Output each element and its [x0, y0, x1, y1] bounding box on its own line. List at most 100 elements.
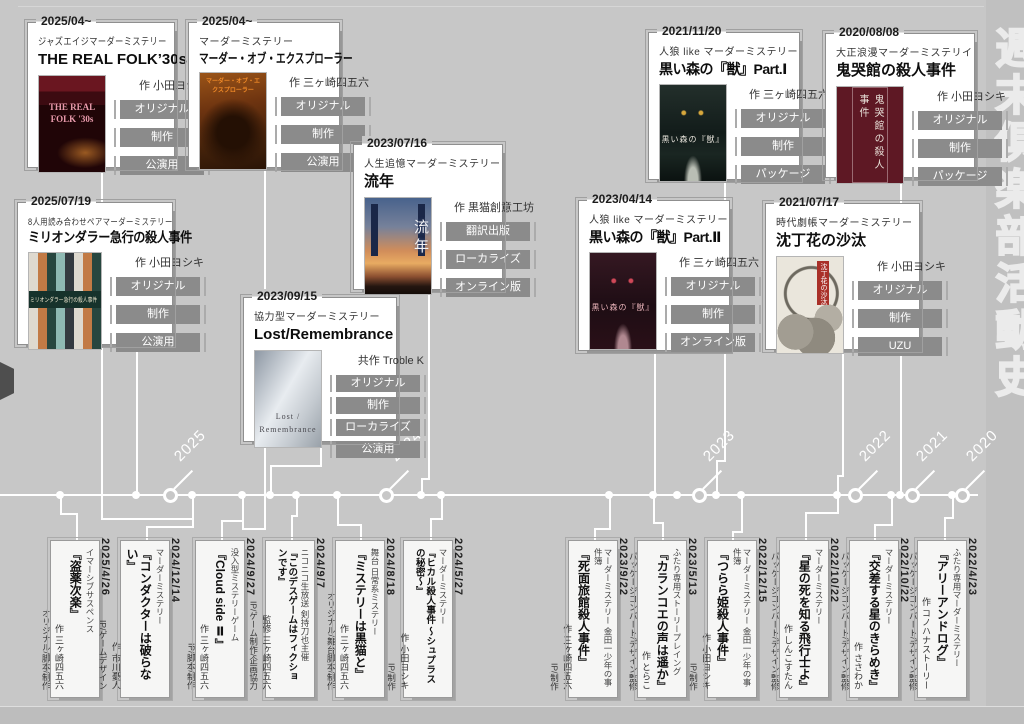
year-label: 2022	[855, 426, 895, 465]
connector-line	[741, 495, 743, 533]
tag: 公演用	[114, 155, 210, 175]
work-card-jinchoge: 2021/07/17 時代劇帳マーダーミステリー 沈丁花の沙汰 沈丁花の沙汰 作…	[762, 195, 948, 356]
release-date: 2022/12/15	[756, 538, 768, 604]
tag: オリジナル	[735, 108, 831, 128]
tag: 制作	[735, 136, 831, 156]
release-date: 2023/9/22	[617, 538, 629, 596]
tag: 制作	[852, 308, 948, 328]
connector-line	[296, 495, 298, 517]
work-genre: マーダーミステリー	[438, 548, 448, 625]
connector-line	[891, 495, 893, 526]
release-date: 2022/10/22	[828, 538, 840, 604]
work-author: 作 小田ヨシキ	[701, 633, 712, 690]
release-date: 2025/07/19	[26, 194, 97, 208]
connector-line	[944, 517, 954, 519]
bottom-work-card: マーダーミステリー 金田一少年の事件簿 『つらら姫殺人事件』作 小田ヨシキ IP/制…	[688, 537, 760, 701]
work-genre: 舞台 日常系ミステリー	[370, 548, 380, 636]
work-title: 『ミステリーは黒猫と』	[353, 548, 368, 680]
connector-line	[60, 495, 62, 515]
work-title: 『ヒカル殺人事件 ～シュプラスの秘密～』	[413, 548, 436, 684]
work-author: 共作 Troble K	[357, 354, 424, 367]
tag: 公演用	[330, 440, 426, 458]
work-genre: 人狼 like マーダーミステリー	[589, 215, 729, 226]
work-author: 作 黒猫創意工坊	[453, 201, 534, 214]
work-title: THE REAL FOLK’30s	[38, 51, 187, 68]
year-tick	[389, 469, 410, 490]
connector-line	[653, 522, 664, 524]
work-credits: IP/制作	[688, 662, 699, 690]
timeline-dot	[673, 491, 681, 499]
work-title: Lost/Remembrance	[254, 326, 394, 343]
release-date: 2025/4/26	[99, 538, 111, 596]
tag: オリジナル	[912, 110, 1008, 130]
release-date: 2021/07/17	[774, 195, 845, 209]
connector-line	[654, 351, 656, 497]
timeline-dot	[292, 491, 300, 499]
release-date: 2022/4/23	[966, 538, 978, 596]
release-date: 2025/04~	[197, 14, 258, 28]
cover-title-text: 黒い森の『獣』	[591, 303, 655, 313]
timeline-year-marker	[692, 488, 707, 503]
connector-line	[430, 518, 432, 542]
cover-art: THE REAL FOLK '30s	[38, 74, 106, 173]
work-title: 黒い森の『獣』Part.Ⅱ	[589, 229, 721, 245]
release-date: 2024/12/14	[169, 538, 181, 604]
tag: オンライン版	[665, 332, 761, 352]
work-credits: オリジナル/脚本/制作	[41, 608, 52, 690]
work-credits: IP/制作	[549, 662, 560, 690]
work-card-the-real-folk-30s: 2025/04~ ジャズエイジマーダーミステリー THE REAL FOLK’3…	[24, 14, 210, 175]
bottom-work-card: 舞台 日常系ミステリー 『ミステリーは黒猫と』作 三ヶ崎四五六 オリジナル/舞台脚本…	[326, 537, 388, 701]
connector-line	[430, 518, 443, 520]
bottom-work-card: ふたり専用マーダーミステリー 『アリーアンドログ』作 コノハナストーリー パッケージ…	[908, 537, 970, 701]
work-genre: マーダーミステリー	[199, 37, 294, 48]
work-author: 作 小田ヨシキ	[876, 260, 946, 273]
connector-line	[952, 495, 954, 519]
work-author: 作 三ヶ崎四五六	[562, 624, 573, 690]
year-label: 2025	[170, 426, 210, 465]
work-genre: ふたり専用ストーリープレイング	[672, 548, 682, 676]
timeline-dot	[833, 491, 841, 499]
connector-line	[594, 528, 611, 530]
work-genre: 8人用読み合わせペアマーダーミステリー	[28, 217, 173, 227]
work-credits: IP/制作	[386, 662, 397, 690]
work-author: 作 三ヶ崎四五六	[288, 77, 369, 90]
tag: ローカライズ	[330, 418, 426, 436]
work-credits: IP/ゲーム制作/企画協力	[248, 600, 259, 690]
work-author: 監修 三ヶ崎四五六	[261, 615, 272, 690]
connector-line	[805, 512, 807, 542]
cover-title-text: 流年	[412, 218, 429, 257]
work-author: 作 三ヶ崎四五六	[748, 88, 829, 101]
connector-line	[874, 524, 893, 526]
connector-line	[242, 495, 244, 530]
work-author: 作 三ヶ崎四五六	[199, 624, 210, 690]
connector-line	[732, 531, 734, 542]
timeline-dot	[333, 491, 341, 499]
work-title: 『死面旅館殺人事件』	[576, 548, 591, 668]
connector-line	[874, 524, 876, 542]
work-credits: パッケージコンバート/デザイン監修	[770, 551, 781, 690]
work-author: 作 しんこすたん	[783, 624, 794, 690]
cover-art: マーダー・オブ・エクスプローラー	[199, 72, 267, 171]
work-title: マーダー・オブ・エクスプローラー	[199, 51, 353, 66]
release-date: 2023/09/15	[252, 289, 323, 303]
work-card-murder-of-explorer: 2025/04~ マーダーミステリー マーダー・オブ・エクスプローラー マーダー…	[185, 14, 371, 173]
work-genre: ふたり専用マーダーミステリー	[952, 548, 962, 667]
release-date: 2024/8/18	[384, 538, 396, 596]
tag: 翻訳出版	[440, 221, 536, 241]
bottom-work-card: ニコニコ生放送 剣持刀也主催 『このデスゲームはフィクションです』 監修 三ヶ崎四五…	[249, 537, 318, 701]
tag: 公演用	[110, 332, 206, 352]
work-genre: 人狼 like マーダーミステリー	[659, 47, 799, 58]
work-genre: マーダーミステリー	[884, 548, 894, 625]
release-date: 2021/11/20	[657, 24, 727, 38]
work-card-lost-remembrance: 2023/09/15 協力型マーダーミステリー Lost/Remembrance…	[240, 289, 426, 458]
connector-line	[221, 520, 244, 522]
release-date: 2024/9/27	[244, 538, 256, 596]
work-author: 作 三ヶ崎四五六	[339, 624, 350, 690]
cover-art: 鬼哭館の殺人事件	[836, 85, 904, 184]
cover-art: 黒い森の『獣』	[589, 251, 657, 350]
connector-line	[716, 460, 726, 462]
connector-line	[837, 475, 844, 477]
work-card-beast-part2: 2023/04/14 人狼 like マーダーミステリー 黒い森の『獣』Part…	[575, 192, 761, 354]
work-title: 『このデスゲームはフィクションです』	[275, 548, 298, 681]
